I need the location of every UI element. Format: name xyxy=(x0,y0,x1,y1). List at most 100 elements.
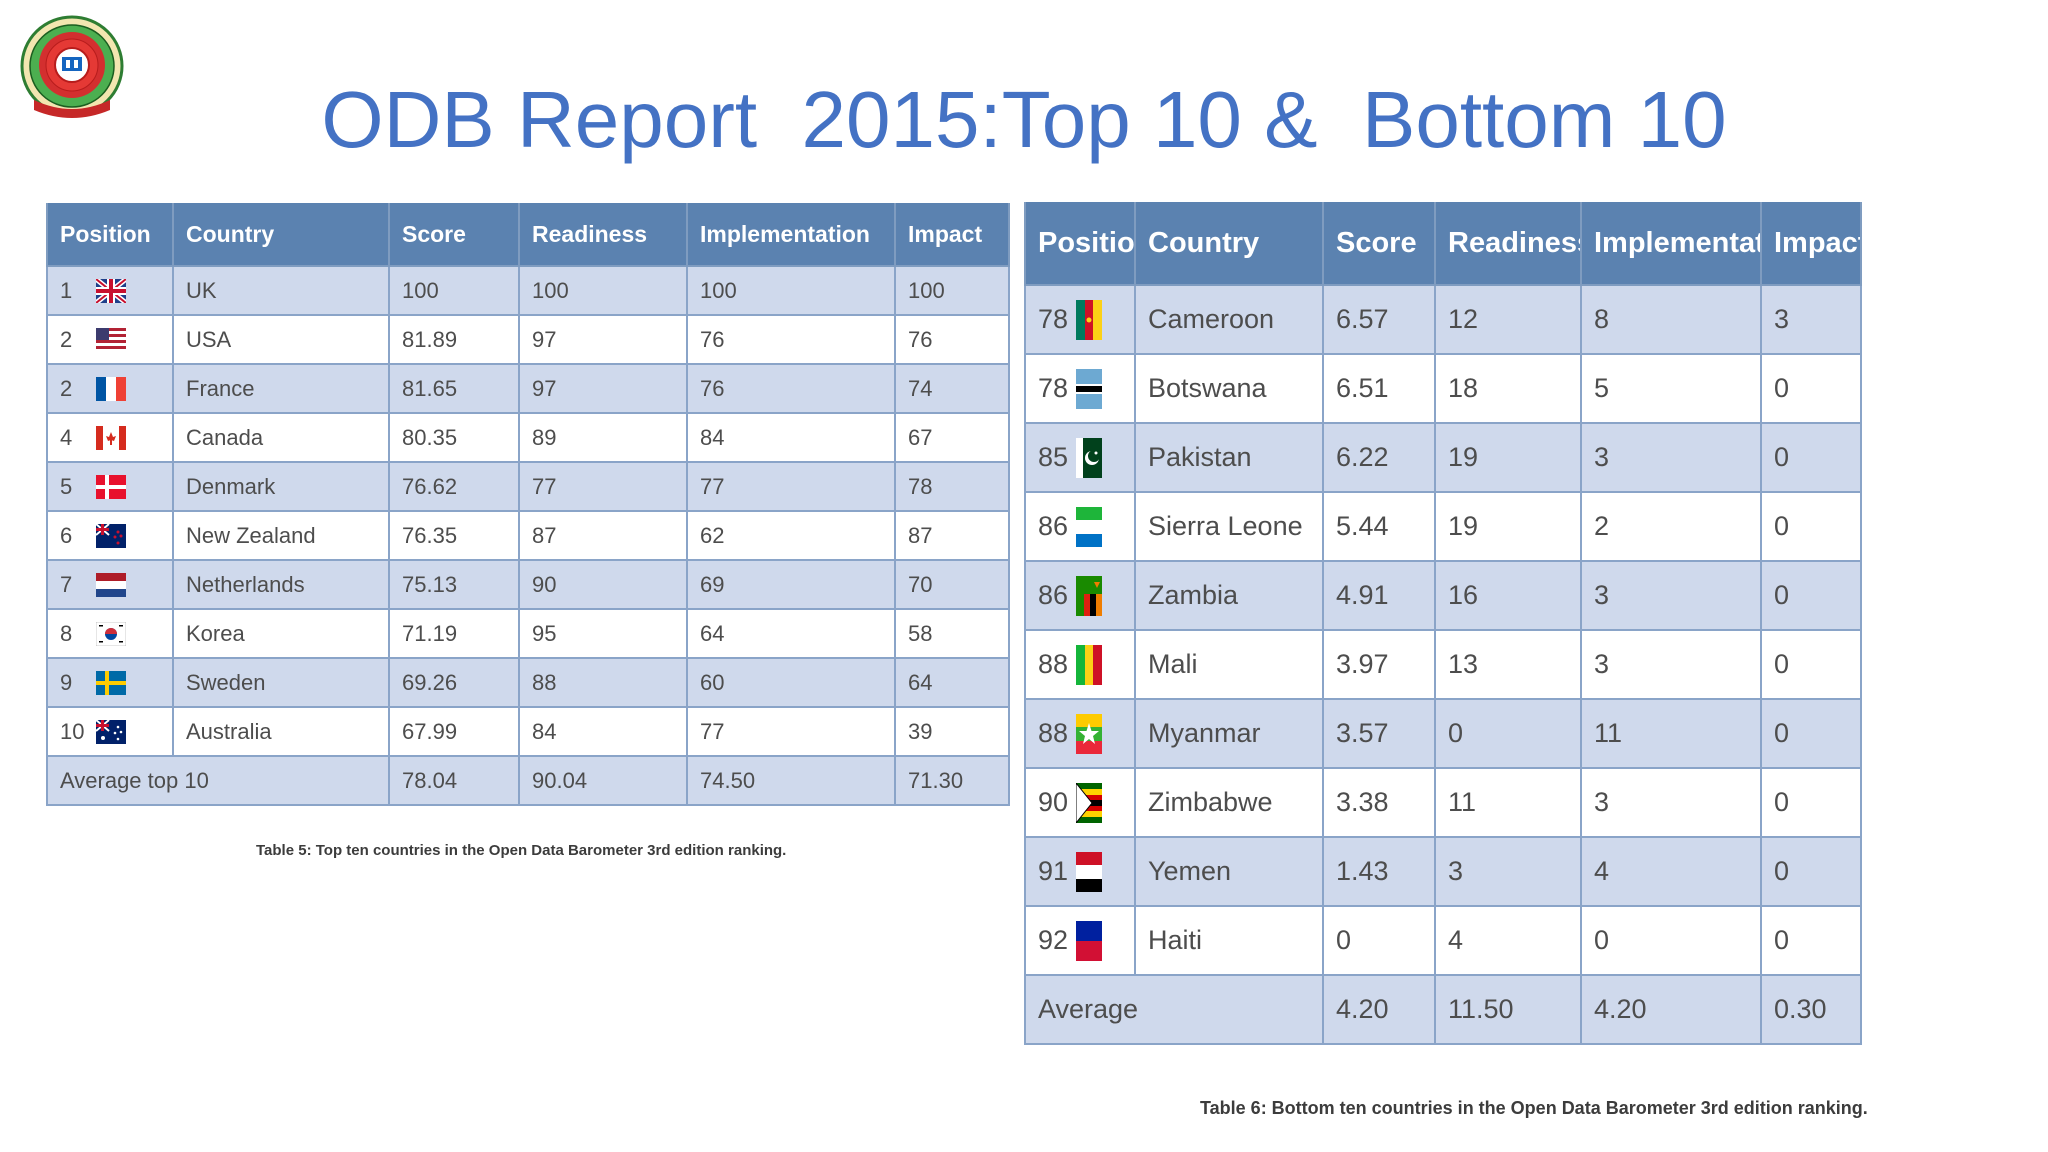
impact-cell: 76 xyxy=(894,314,1010,365)
zimbabwe-flag-icon xyxy=(1076,782,1102,823)
average-impact: 0.30 xyxy=(1760,974,1862,1045)
table-row: 86 Sierra Leone 5.44 19 2 0 xyxy=(1024,491,1862,562)
position-cell: 85 xyxy=(1024,422,1136,493)
pakistan-flag-icon xyxy=(1076,437,1102,478)
table-row: 91 Yemen 1.43 3 4 0 xyxy=(1024,836,1862,907)
sweden-flag-icon xyxy=(96,671,126,696)
impact-cell: 64 xyxy=(894,657,1010,708)
implementation-cell: 11 xyxy=(1580,698,1762,769)
top-ten-caption: Table 5: Top ten countries in the Open D… xyxy=(256,842,787,859)
implementation-cell: 64 xyxy=(686,608,896,659)
table-row: 85 Pakistan 6.22 19 3 0 xyxy=(1024,422,1862,493)
readiness-cell: 95 xyxy=(518,608,688,659)
impact-cell: 70 xyxy=(894,559,1010,610)
implementation-cell: 3 xyxy=(1580,767,1762,838)
header-implementation: Implementation xyxy=(686,203,896,267)
table-row: 78 Cameroon 6.57 12 8 3 xyxy=(1024,284,1862,355)
position-cell: 5 xyxy=(46,461,174,512)
uk-flag-icon xyxy=(96,279,126,304)
implementation-cell: 69 xyxy=(686,559,896,610)
position-cell: 1 xyxy=(46,265,174,316)
sierra-leone-flag-icon xyxy=(1076,506,1102,547)
readiness-cell: 97 xyxy=(518,314,688,365)
score-cell: 3.38 xyxy=(1322,767,1436,838)
impact-cell: 58 xyxy=(894,608,1010,659)
position-cell: 10 xyxy=(46,706,174,757)
header-position: Position xyxy=(46,203,174,267)
implementation-cell: 77 xyxy=(686,461,896,512)
top-ten-table: Position Country Score Readiness Impleme… xyxy=(46,203,1010,806)
position-cell: 4 xyxy=(46,412,174,463)
readiness-cell: 12 xyxy=(1434,284,1582,355)
country-cell: Yemen xyxy=(1134,836,1324,907)
table-row: 5 Denmark 76.62 77 77 78 xyxy=(46,461,1010,512)
country-cell: Canada xyxy=(172,412,390,463)
country-cell: Australia xyxy=(172,706,390,757)
position-cell: 78 xyxy=(1024,284,1136,355)
score-cell: 6.57 xyxy=(1322,284,1436,355)
position-cell: 86 xyxy=(1024,560,1136,631)
bottom-ten-table: Position Country Score Readiness Impleme… xyxy=(1024,202,1862,1045)
score-cell: 0 xyxy=(1322,905,1436,976)
header-country: Country xyxy=(1134,202,1324,286)
implementation-cell: 62 xyxy=(686,510,896,561)
table-row: 86 Zambia 4.91 16 3 0 xyxy=(1024,560,1862,631)
average-implementation: 4.20 xyxy=(1580,974,1762,1045)
score-cell: 81.89 xyxy=(388,314,520,365)
netherlands-flag-icon xyxy=(96,573,126,598)
average-readiness: 11.50 xyxy=(1434,974,1582,1045)
implementation-cell: 5 xyxy=(1580,353,1762,424)
readiness-cell: 89 xyxy=(518,412,688,463)
impact-cell: 0 xyxy=(1760,491,1862,562)
table-row: 78 Botswana 6.51 18 5 0 xyxy=(1024,353,1862,424)
country-cell: Zambia xyxy=(1134,560,1324,631)
table-row: 92 Haiti 0 4 0 0 xyxy=(1024,905,1862,976)
country-cell: Mali xyxy=(1134,629,1324,700)
readiness-cell: 84 xyxy=(518,706,688,757)
implementation-cell: 8 xyxy=(1580,284,1762,355)
impact-cell: 74 xyxy=(894,363,1010,414)
country-cell: Sweden xyxy=(172,657,390,708)
table-row: 8 Korea 71.19 95 64 58 xyxy=(46,608,1010,659)
yemen-flag-icon xyxy=(1076,851,1102,892)
table-row: 7 Netherlands 75.13 90 69 70 xyxy=(46,559,1010,610)
impact-cell: 39 xyxy=(894,706,1010,757)
position-cell: 2 xyxy=(46,363,174,414)
table-row: 88 Myanmar 3.57 0 11 0 xyxy=(1024,698,1862,769)
country-cell: Haiti xyxy=(1134,905,1324,976)
position-cell: 88 xyxy=(1024,629,1136,700)
readiness-cell: 3 xyxy=(1434,836,1582,907)
readiness-cell: 13 xyxy=(1434,629,1582,700)
average-label: Average top 10 xyxy=(46,755,390,806)
table-row: 90 Zimbabwe 3.38 11 3 0 xyxy=(1024,767,1862,838)
readiness-cell: 11 xyxy=(1434,767,1582,838)
university-logo xyxy=(20,15,124,118)
position-cell: 6 xyxy=(46,510,174,561)
table-row: 9 Sweden 69.26 88 60 64 xyxy=(46,657,1010,708)
impact-cell: 67 xyxy=(894,412,1010,463)
implementation-cell: 100 xyxy=(686,265,896,316)
impact-cell: 0 xyxy=(1760,905,1862,976)
header-impact: Impact xyxy=(894,203,1010,267)
score-cell: 6.51 xyxy=(1322,353,1436,424)
score-cell: 6.22 xyxy=(1322,422,1436,493)
impact-cell: 0 xyxy=(1760,836,1862,907)
average-row: Average top 10 78.04 90.04 74.50 71.30 xyxy=(46,755,1010,806)
average-readiness: 90.04 xyxy=(518,755,688,806)
country-cell: UK xyxy=(172,265,390,316)
usa-flag-icon xyxy=(96,328,126,353)
score-cell: 81.65 xyxy=(388,363,520,414)
impact-cell: 78 xyxy=(894,461,1010,512)
position-cell: 8 xyxy=(46,608,174,659)
score-cell: 80.35 xyxy=(388,412,520,463)
impact-cell: 0 xyxy=(1760,698,1862,769)
position-cell: 7 xyxy=(46,559,174,610)
haiti-flag-icon xyxy=(1076,920,1102,961)
country-cell: Sierra Leone xyxy=(1134,491,1324,562)
score-cell: 4.91 xyxy=(1322,560,1436,631)
position-cell: 86 xyxy=(1024,491,1136,562)
table-row: 2 USA 81.89 97 76 76 xyxy=(46,314,1010,365)
score-cell: 1.43 xyxy=(1322,836,1436,907)
table-row: 1 UK 100 100 100 100 xyxy=(46,265,1010,316)
country-cell: Myanmar xyxy=(1134,698,1324,769)
